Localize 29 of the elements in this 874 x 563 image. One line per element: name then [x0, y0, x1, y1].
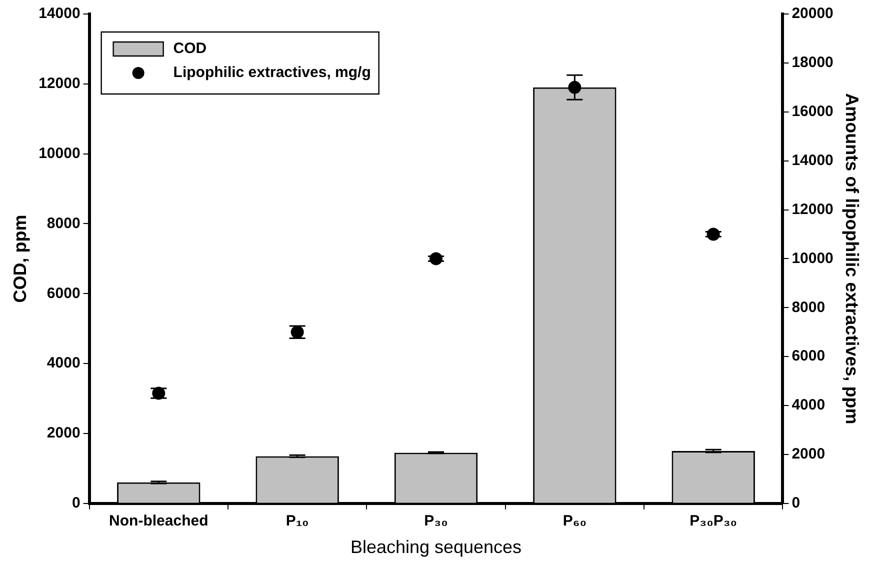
x-tick-label: P₁₀ — [286, 512, 309, 530]
y-tick-label: 6000 — [46, 284, 80, 302]
y2-tick-label: 14000 — [792, 152, 834, 169]
x-tick-label: P₆₀ — [562, 512, 586, 530]
y2-tick-label: 4000 — [792, 396, 826, 414]
x-tick-label: P₃₀P₃₀ — [690, 512, 738, 530]
y2-axis-title: Amounts of lipophilic extractives, ppm — [842, 93, 862, 424]
y2-tick-label: 12000 — [792, 200, 834, 218]
y2-tick-label: 0 — [792, 494, 800, 512]
legend-label: COD — [173, 40, 207, 58]
y-tick-label: 8000 — [46, 214, 80, 232]
y-axis-title: COD, ppm — [10, 214, 30, 303]
y2-tick-label: 2000 — [792, 446, 826, 463]
y2-tick-label: 6000 — [792, 348, 826, 365]
y-tick-label: 12000 — [38, 75, 80, 92]
y-tick-label: 2000 — [46, 424, 80, 442]
y-tick-label: 14000 — [38, 5, 80, 22]
y2-tick-label: 16000 — [792, 103, 834, 120]
x-axis-title: Bleaching sequences — [350, 537, 522, 558]
y2-tick-label: 8000 — [792, 298, 826, 316]
y-tick-label: 10000 — [38, 144, 80, 162]
y2-tick-label: 10000 — [792, 250, 834, 267]
y-tick-label: 0 — [72, 494, 80, 512]
y2-tick-label: 18000 — [792, 54, 834, 72]
legend-label: Lipophilic extractives, mg/g — [173, 64, 371, 82]
x-tick-label: P₃₀ — [424, 512, 448, 530]
y-tick-label: 4000 — [46, 354, 80, 372]
y2-tick-label: 20000 — [792, 5, 834, 22]
x-tick-label: Non-bleached — [109, 512, 208, 530]
